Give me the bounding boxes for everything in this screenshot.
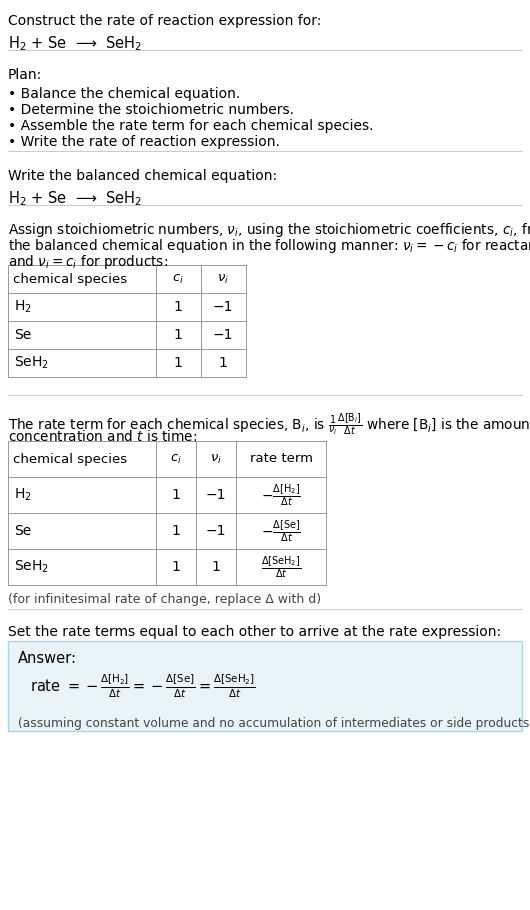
Text: Se: Se bbox=[14, 524, 31, 538]
Text: −1: −1 bbox=[206, 488, 226, 502]
Text: and $\nu_i = c_i$ for products:: and $\nu_i = c_i$ for products: bbox=[8, 253, 168, 271]
FancyBboxPatch shape bbox=[8, 641, 522, 731]
Text: H$_2$ + Se  ⟶  SeH$_2$: H$_2$ + Se ⟶ SeH$_2$ bbox=[8, 34, 143, 53]
Text: Set the rate terms equal to each other to arrive at the rate expression:: Set the rate terms equal to each other t… bbox=[8, 625, 501, 639]
Text: concentration and $t$ is time:: concentration and $t$ is time: bbox=[8, 429, 197, 444]
Text: Write the balanced chemical equation:: Write the balanced chemical equation: bbox=[8, 169, 277, 183]
Text: 1: 1 bbox=[173, 356, 182, 370]
Text: $c_i$: $c_i$ bbox=[170, 452, 182, 466]
Text: $-\frac{\Delta[\mathrm{H_2}]}{\Delta t}$: $-\frac{\Delta[\mathrm{H_2}]}{\Delta t}$ bbox=[261, 482, 301, 508]
Text: $\nu_i$: $\nu_i$ bbox=[217, 272, 229, 286]
Text: $-\frac{\Delta[\mathrm{Se}]}{\Delta t}$: $-\frac{\Delta[\mathrm{Se}]}{\Delta t}$ bbox=[261, 518, 301, 544]
Text: 1: 1 bbox=[172, 488, 180, 502]
Text: (for infinitesimal rate of change, replace Δ with d): (for infinitesimal rate of change, repla… bbox=[8, 593, 321, 606]
Text: $\frac{\Delta[\mathrm{SeH_2}]}{\Delta t}$: $\frac{\Delta[\mathrm{SeH_2}]}{\Delta t}… bbox=[261, 554, 301, 580]
Text: H$_2$: H$_2$ bbox=[14, 487, 32, 503]
Text: Construct the rate of reaction expression for:: Construct the rate of reaction expressio… bbox=[8, 14, 321, 28]
Text: • Write the rate of reaction expression.: • Write the rate of reaction expression. bbox=[8, 135, 280, 149]
Text: −1: −1 bbox=[213, 328, 233, 342]
Text: SeH$_2$: SeH$_2$ bbox=[14, 355, 49, 371]
Text: −1: −1 bbox=[206, 524, 226, 538]
Text: H$_2$ + Se  ⟶  SeH$_2$: H$_2$ + Se ⟶ SeH$_2$ bbox=[8, 189, 143, 207]
Text: 1: 1 bbox=[173, 328, 182, 342]
Text: 1: 1 bbox=[173, 300, 182, 314]
Text: • Determine the stoichiometric numbers.: • Determine the stoichiometric numbers. bbox=[8, 103, 294, 117]
Text: Answer:: Answer: bbox=[18, 651, 77, 666]
Text: the balanced chemical equation in the following manner: $\nu_i = -c_i$ for react: the balanced chemical equation in the fo… bbox=[8, 237, 530, 255]
Text: $\nu_i$: $\nu_i$ bbox=[210, 452, 222, 466]
Text: Se: Se bbox=[14, 328, 31, 342]
Text: 1: 1 bbox=[172, 524, 180, 538]
Text: • Balance the chemical equation.: • Balance the chemical equation. bbox=[8, 87, 240, 101]
Text: $c_i$: $c_i$ bbox=[172, 272, 184, 286]
Text: • Assemble the rate term for each chemical species.: • Assemble the rate term for each chemic… bbox=[8, 119, 374, 133]
Text: 1: 1 bbox=[211, 560, 220, 574]
Text: 1: 1 bbox=[172, 560, 180, 574]
Text: chemical species: chemical species bbox=[13, 452, 127, 466]
Text: −1: −1 bbox=[213, 300, 233, 314]
Text: H$_2$: H$_2$ bbox=[14, 298, 32, 315]
Text: Assign stoichiometric numbers, $\nu_i$, using the stoichiometric coefficients, $: Assign stoichiometric numbers, $\nu_i$, … bbox=[8, 221, 530, 239]
Text: 1: 1 bbox=[218, 356, 227, 370]
Text: chemical species: chemical species bbox=[13, 272, 127, 286]
Text: rate $= -\frac{\Delta[\mathrm{H_2}]}{\Delta t} = -\frac{\Delta[\mathrm{Se}]}{\De: rate $= -\frac{\Delta[\mathrm{H_2}]}{\De… bbox=[30, 673, 255, 701]
Text: The rate term for each chemical species, B$_i$, is $\frac{1}{\nu_i}\frac{\Delta[: The rate term for each chemical species,… bbox=[8, 411, 530, 437]
Text: rate term: rate term bbox=[250, 452, 313, 466]
Text: (assuming constant volume and no accumulation of intermediates or side products): (assuming constant volume and no accumul… bbox=[18, 717, 530, 730]
Text: SeH$_2$: SeH$_2$ bbox=[14, 559, 49, 575]
Text: Plan:: Plan: bbox=[8, 68, 42, 82]
